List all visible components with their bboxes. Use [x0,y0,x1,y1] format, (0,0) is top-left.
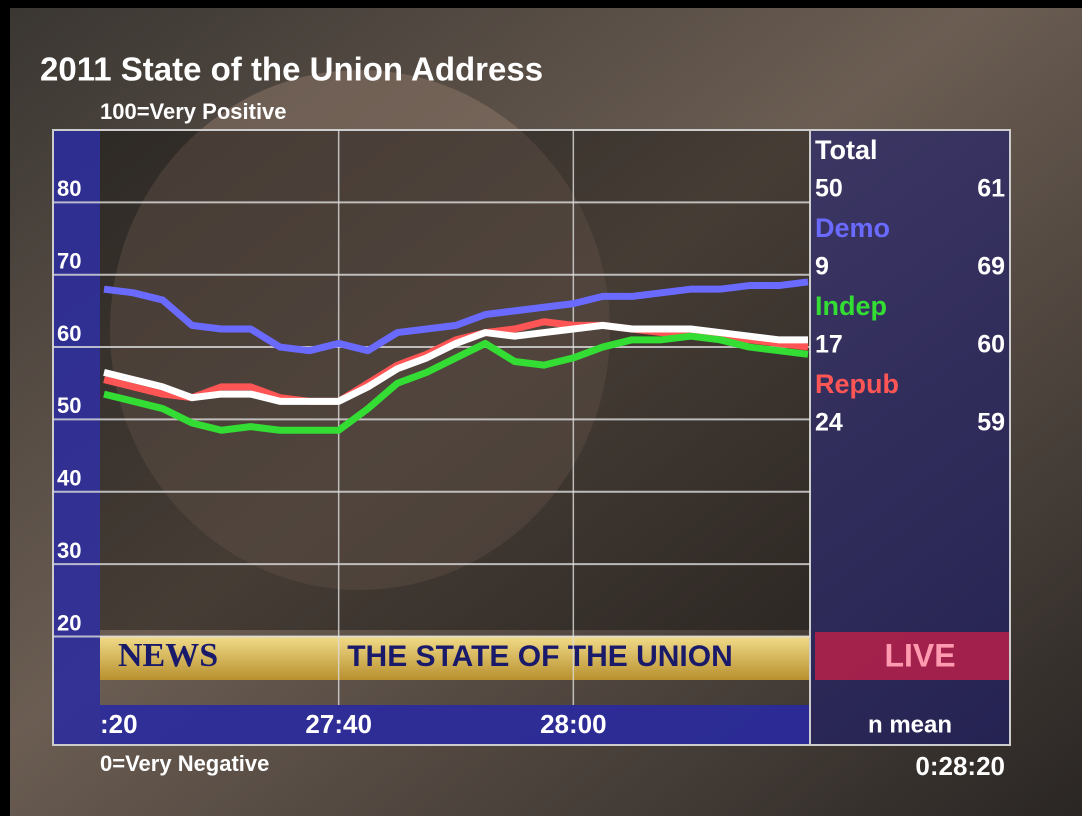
legend-mean: 69 [977,253,1005,281]
plot-frame [52,129,1011,746]
legend-name: Repub [815,369,899,399]
news-banner [100,636,810,680]
legend-n: 50 [815,175,843,203]
y-tick-label: 40 [57,466,81,491]
plot-shade [100,130,810,630]
legend-mean: 60 [977,331,1005,359]
y-tick-label: 70 [57,249,81,274]
y-axis-strip [53,130,100,745]
y-tick-label: 50 [57,393,81,418]
legend-name: Demo [815,213,890,243]
show-label: THE STATE OF THE UNION [347,640,733,673]
series-line [103,278,809,355]
scale-top-label: 100=Very Positive [100,99,287,124]
clock: 0:28:20 [915,751,1005,781]
series-line [103,332,809,434]
y-tick-label: 20 [57,610,81,635]
y-tick-label: 60 [57,321,81,346]
x-tick-label: 28:00 [540,709,607,739]
x-axis-strip [100,705,810,745]
live-label: LIVE [884,637,955,673]
y-tick-label: 30 [57,538,81,563]
y-tick-label: 80 [57,176,81,201]
x-tick-label: 27:40 [305,709,372,739]
stats-header: n mean [868,711,952,738]
legend-n: 24 [815,409,843,437]
x-tick-label: :20 [100,709,138,739]
legend-n: 17 [815,331,843,359]
scale-bottom-label: 0=Very Negative [100,751,269,776]
series-line [103,321,808,405]
legend-mean: 61 [977,175,1005,203]
legend-name: Total [815,135,878,165]
legend-mean: 59 [977,409,1005,437]
video-figure [110,70,610,590]
chart-title: 2011 State of the Union Address [40,51,543,88]
legend-name: Indep [815,291,887,321]
network-label: NEWS [118,637,218,674]
live-banner [815,632,1010,680]
legend-n: 9 [815,253,829,281]
